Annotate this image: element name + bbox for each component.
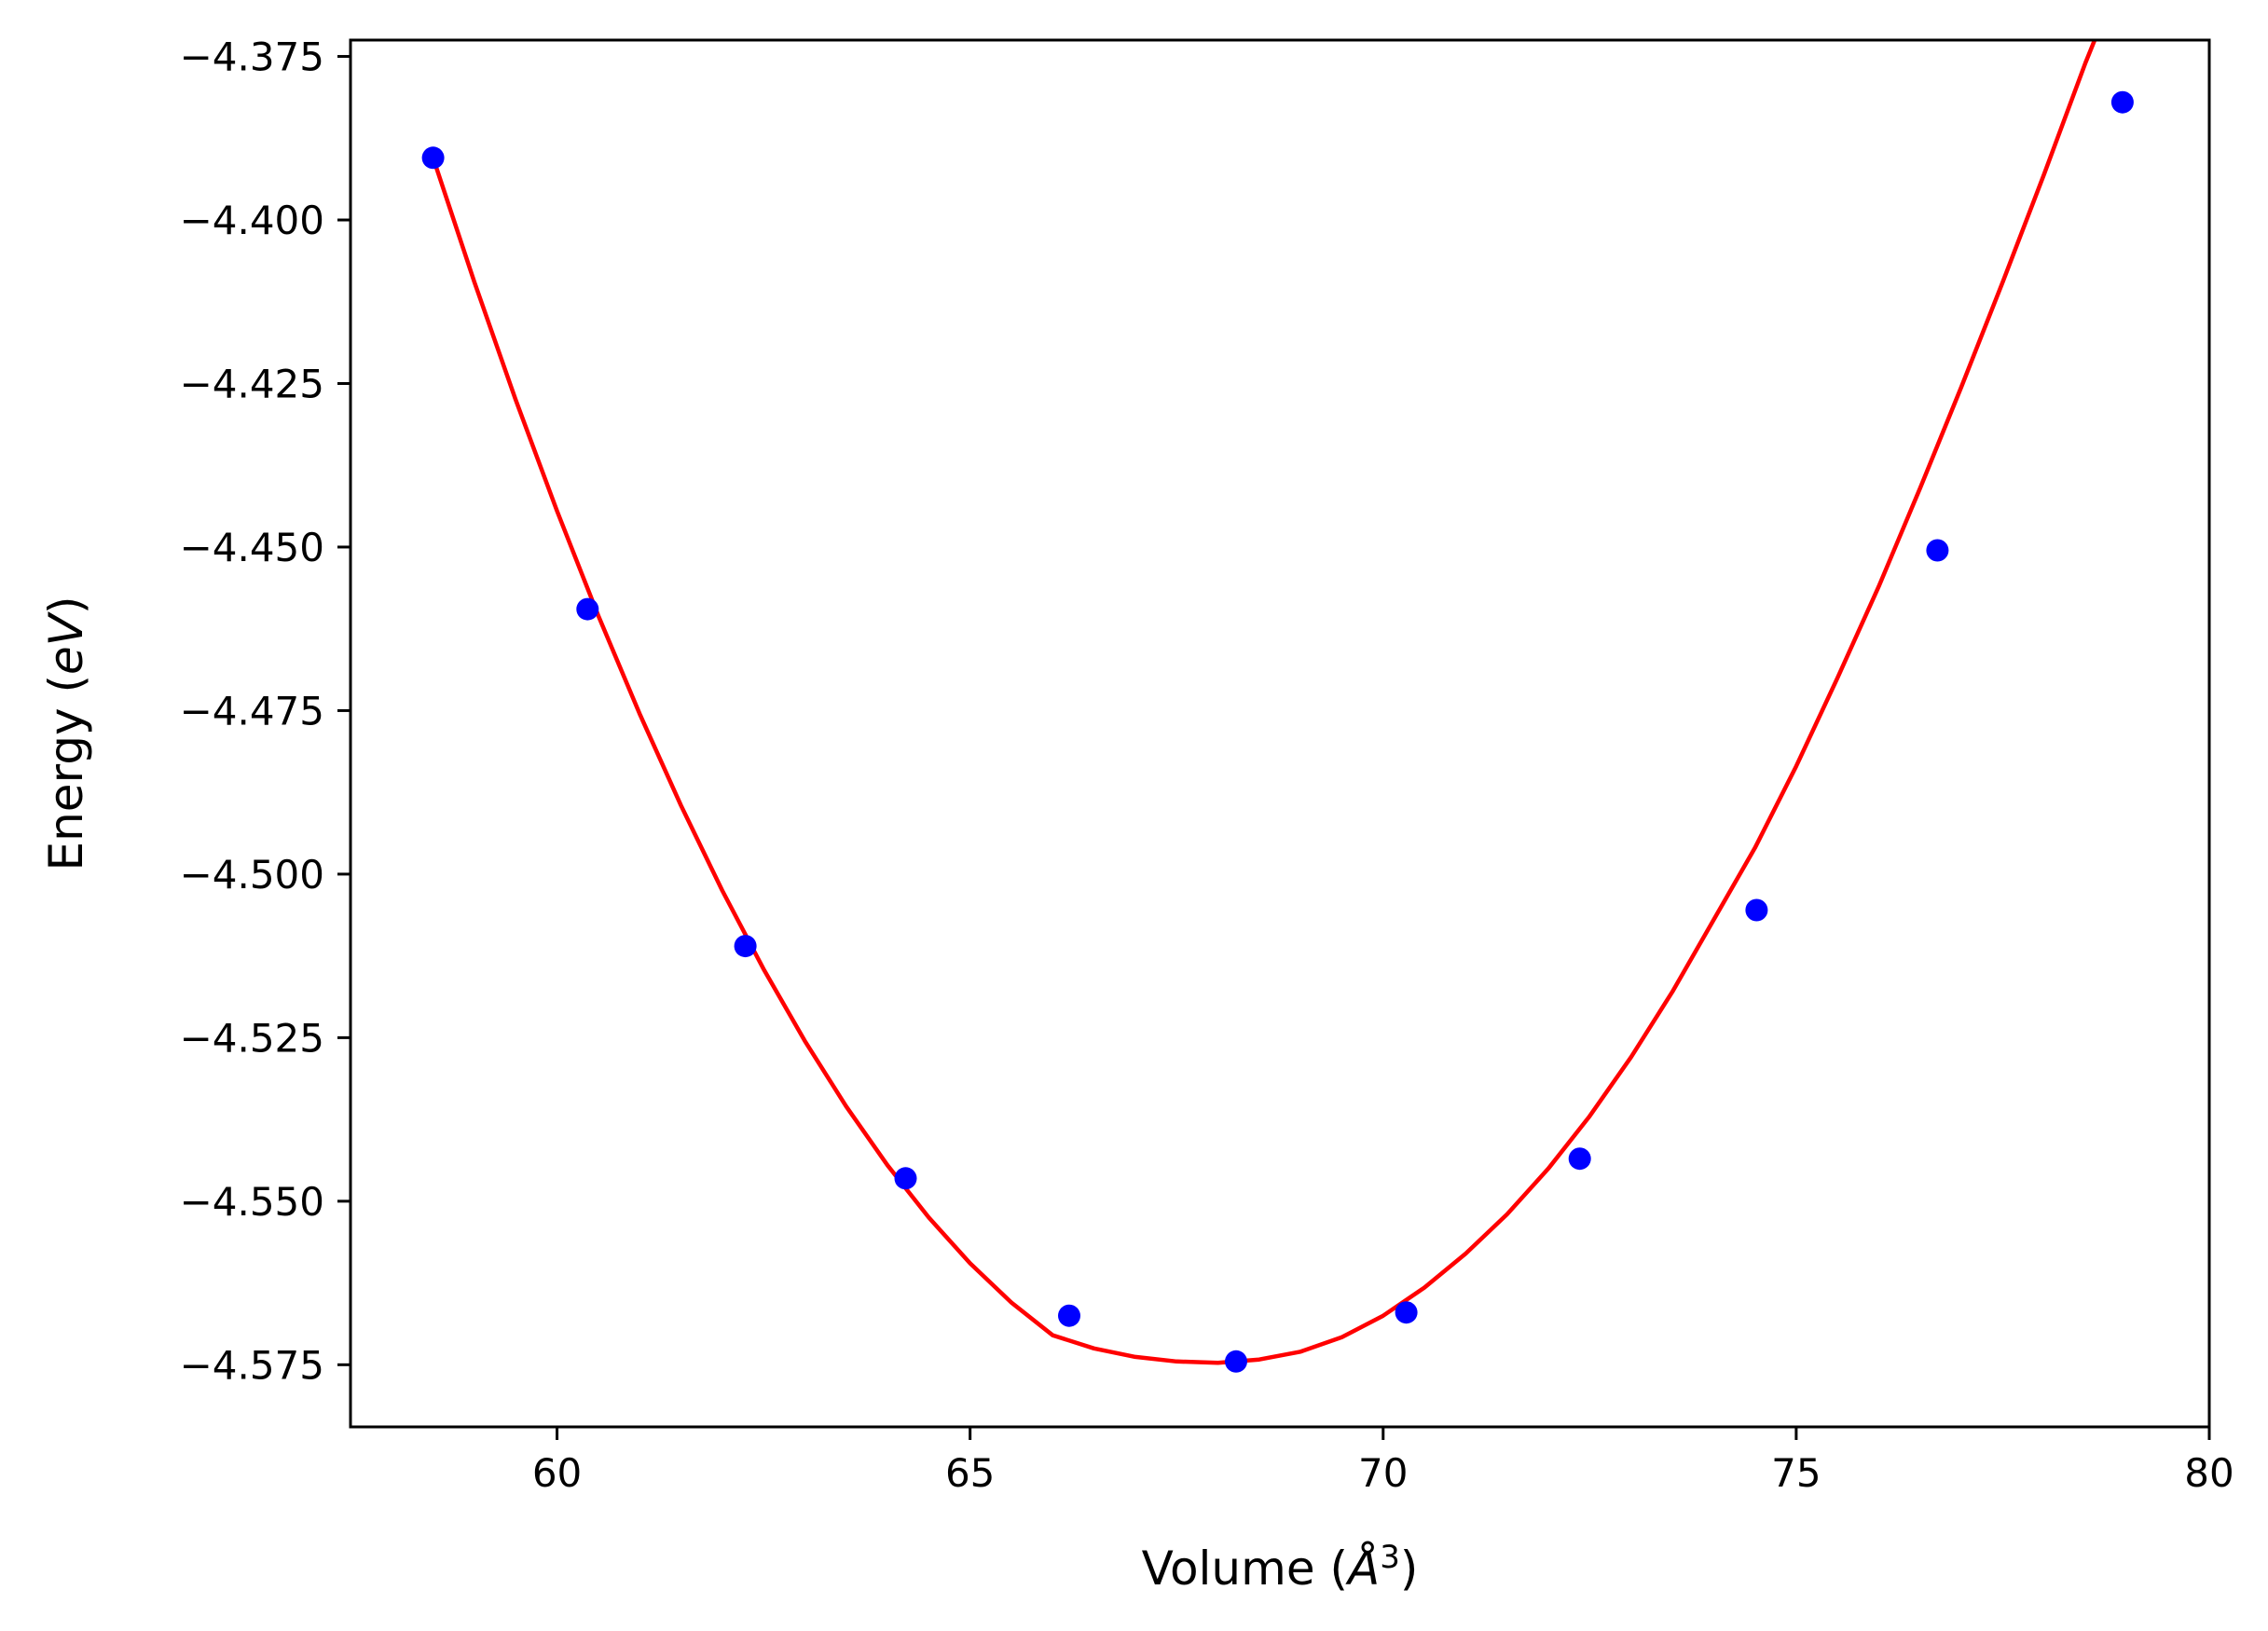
y-tick-label: −4.550: [180, 1179, 324, 1225]
y-tick-label: −4.475: [180, 688, 324, 733]
x-tick-label: 70: [1358, 1450, 1408, 1496]
x-tick-label: 60: [532, 1450, 582, 1496]
data-point: [1926, 539, 1949, 562]
y-tick-label: −4.400: [180, 198, 324, 243]
data-point: [1225, 1350, 1247, 1373]
data-point: [734, 935, 757, 958]
y-tick-label: −4.500: [180, 852, 324, 898]
data-point: [576, 597, 599, 621]
x-tick-label: 75: [1771, 1450, 1821, 1496]
x-tick-label: 80: [2184, 1450, 2234, 1496]
y-axis: −4.375 −4.400 −4.425 −4.450 −4.475 −4.500 −4.5…: [180, 34, 351, 1388]
plot-frame: [349, 38, 2211, 1429]
x-axis-label: Volume (Å3): [1142, 1539, 1419, 1596]
y-tick-label: −4.575: [180, 1342, 324, 1388]
y-axis-label: Energy (eV): [39, 596, 93, 871]
fit-curve: [431, 40, 2097, 1365]
y-tick-label: −4.525: [180, 1015, 324, 1061]
data-point: [2110, 90, 2134, 114]
data-point: [421, 146, 445, 170]
data-point: [1745, 898, 1768, 922]
x-axis: 60 65 70 75 80: [532, 1427, 2234, 1496]
y-tick-label: −4.375: [180, 34, 324, 80]
y-tick-label: −4.450: [180, 525, 324, 570]
data-point: [894, 1167, 917, 1190]
y-tick-label: −4.425: [180, 361, 324, 406]
data-point: [1058, 1304, 1080, 1327]
data-point: [1395, 1301, 1418, 1324]
data-point: [1568, 1147, 1591, 1171]
x-tick-label: 65: [945, 1450, 995, 1496]
plot-data-layer: [421, 40, 2134, 1373]
